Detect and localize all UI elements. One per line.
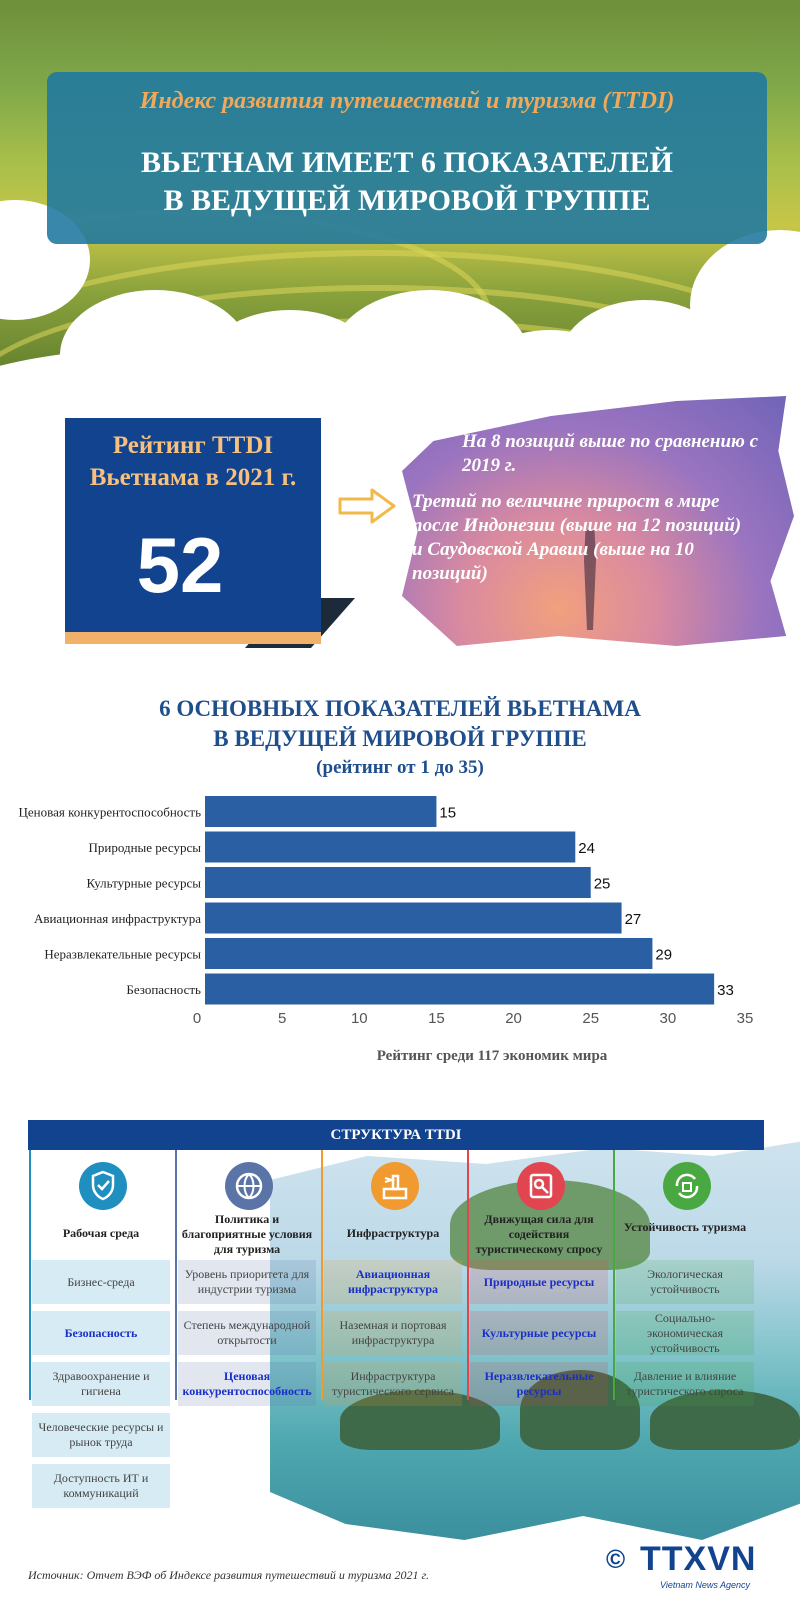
chart-value-label: 27: [625, 911, 642, 928]
structure-cell: Бизнес-среда: [32, 1260, 170, 1304]
column-title: Инфраструктура: [346, 1226, 440, 1240]
agency-logo: TTXVN: [640, 1540, 757, 1578]
airport-icon: [371, 1162, 419, 1210]
bar-chart: Ценовая конкурентоспособность 15 Природные…: [19, 796, 754, 1064]
structure-cell: Давление и влияние туристического спроса: [616, 1362, 754, 1406]
chart-value-label: 33: [717, 982, 734, 999]
column-divider: [175, 1150, 177, 1400]
structure-cell: Социально-экономическая устойчивость: [616, 1311, 754, 1355]
chart-value-label: 15: [439, 805, 456, 822]
structure-cell: Наземная и портовая инфраструктура: [324, 1311, 462, 1355]
chart-title: 6 ОСНОВНЫХ ПОКАЗАТЕЛЕЙ ВЬЕТНАМА В ВЕДУЩЕ…: [0, 694, 800, 754]
chart-category-label: Безопасность: [126, 982, 201, 997]
rating-box: [65, 418, 321, 640]
chart-category-label: Авиационная инфраструктура: [34, 911, 201, 926]
title-line: В ВЕДУЩЕЙ МИРОВОЙ ГРУППЕ: [163, 184, 651, 217]
chart-x-tick-label: 20: [505, 1010, 522, 1027]
recycle-house-icon: [663, 1162, 711, 1210]
islet: [340, 1390, 500, 1450]
chart-category-label: Культурные ресурсы: [87, 876, 202, 891]
column-divider: [613, 1150, 615, 1400]
rating-label-line: Рейтинг TTDI: [112, 432, 274, 459]
rating-label: Рейтинг TTDI Вьетнама в 2021 г.: [65, 430, 321, 494]
chart-value-label: 24: [578, 840, 595, 857]
structure-cell: Степень международной открытости: [178, 1311, 316, 1355]
chart-x-tick-label: 30: [660, 1010, 677, 1027]
column-title: Устойчивость туризма: [623, 1220, 747, 1234]
rating-accent-bar: [65, 632, 321, 644]
title-line: ВЬЕТНАМ ИМЕЕТ 6 ПОКАЗАТЕЛЕЙ: [141, 146, 673, 179]
shield-check-icon: [79, 1162, 127, 1210]
sunset-splash: [402, 396, 794, 646]
chart-category-label: Ценовая конкурентоспособность: [19, 805, 202, 820]
chart-x-tick-label: 0: [193, 1010, 201, 1027]
chart-bar: [205, 938, 653, 969]
chart-x-tick-label: 10: [351, 1010, 368, 1027]
rating-value: 52: [136, 521, 224, 609]
structure-cell: Инфраструктура туристического сервиса: [324, 1362, 462, 1406]
title-box: Индекс развития путешествий и туризма (T…: [47, 72, 767, 244]
index-subtitle: Индекс развития путешествий и туризма (T…: [139, 88, 675, 114]
chart-x-tick-label: 25: [582, 1010, 599, 1027]
chart-title-line: 6 ОСНОВНЫХ ПОКАЗАТЕЛЕЙ ВЬЕТНАМА: [159, 696, 641, 721]
structure-cell: Неразвлекательные ресурсы: [470, 1362, 608, 1406]
structure-cell: Здравоохранение и гигиена: [32, 1362, 170, 1406]
structure-cell: Экологическая устойчивость: [616, 1260, 754, 1304]
chart-bars: Ценовая конкурентоспособность 15 Природные…: [19, 796, 734, 1005]
cloud: [0, 340, 800, 390]
copyright-symbol: ©: [606, 1544, 626, 1574]
globe-icon: [225, 1162, 273, 1210]
structure-cell: Природные ресурсы: [470, 1260, 608, 1304]
islet: [650, 1390, 800, 1450]
chart-x-ticks: 0 5 10 15 20 25 30 35: [193, 1010, 754, 1027]
islet: [520, 1370, 640, 1450]
structure-cell: Уровень приоритета для индустрии туризма: [178, 1260, 316, 1304]
page-title: ВЬЕТНАМ ИМЕЕТ 6 ПОКАЗАТЕЛЕЙ В ВЕДУЩЕЙ МИ…: [47, 144, 767, 220]
agency-logo-subtitle: Vietnam News Agency: [660, 1580, 751, 1590]
chart-title-line: В ВЕДУЩЕЙ МИРОВОЙ ГРУППЕ: [213, 726, 587, 751]
chart-category-label: Неразвлекательные ресурсы: [44, 947, 201, 962]
chart-bar: [205, 831, 576, 863]
column-title: Политика и благоприятные условия для тур…: [181, 1212, 313, 1256]
structure-cell: Авиационная инфраструктура: [324, 1260, 462, 1304]
chart-x-tick-label: 5: [278, 1010, 286, 1027]
rating-label-line: Вьетнама в 2021 г.: [89, 464, 297, 491]
column-title: Движущая сила для содействия туристическ…: [475, 1212, 603, 1256]
column-title: Рабочая среда: [62, 1226, 140, 1240]
chart-bar: [205, 973, 715, 1005]
chart-bar: [205, 902, 622, 934]
structure-cell: Человеческие ресурсы и рынок труда: [32, 1413, 170, 1457]
arrow-right-icon: [338, 488, 396, 524]
chart-subtitle: (рейтинг от 1 до 35): [316, 757, 484, 778]
vendor-silhouette: [584, 530, 596, 630]
structure-header: СТРУКТУРА TTDI: [28, 1120, 764, 1150]
bay-landscape: [270, 1140, 800, 1540]
rating-note: Третий по величине прирост в мире после …: [412, 491, 742, 584]
chart-x-tick-label: 15: [428, 1010, 445, 1027]
chart-x-tick-label: 35: [737, 1010, 754, 1027]
chart-x-axis-label: Рейтинг среди 117 экономик мира: [377, 1048, 608, 1064]
source-note: Источник: Отчет ВЭФ об Индексе развития …: [28, 1568, 430, 1582]
chart-bar: [205, 796, 437, 827]
rating-note: На 8 позиций выше по сравнению с 2019 г.: [462, 431, 759, 476]
chart-value-label: 25: [594, 876, 611, 893]
column-divider: [29, 1150, 31, 1400]
chart-bar: [205, 867, 591, 898]
chart-value-label: 29: [655, 947, 672, 964]
travel-map-icon: [517, 1162, 565, 1210]
structure-cell: Доступность ИТ и коммуникаций: [32, 1464, 170, 1508]
structure-cell: Безопасность: [32, 1311, 170, 1355]
column-divider: [321, 1150, 323, 1400]
chart-category-label: Природные ресурсы: [89, 840, 202, 855]
structure-cell: Ценовая конкурентоспособность: [178, 1362, 316, 1406]
column-divider: [467, 1150, 469, 1400]
structure-cell: Культурные ресурсы: [470, 1311, 608, 1355]
